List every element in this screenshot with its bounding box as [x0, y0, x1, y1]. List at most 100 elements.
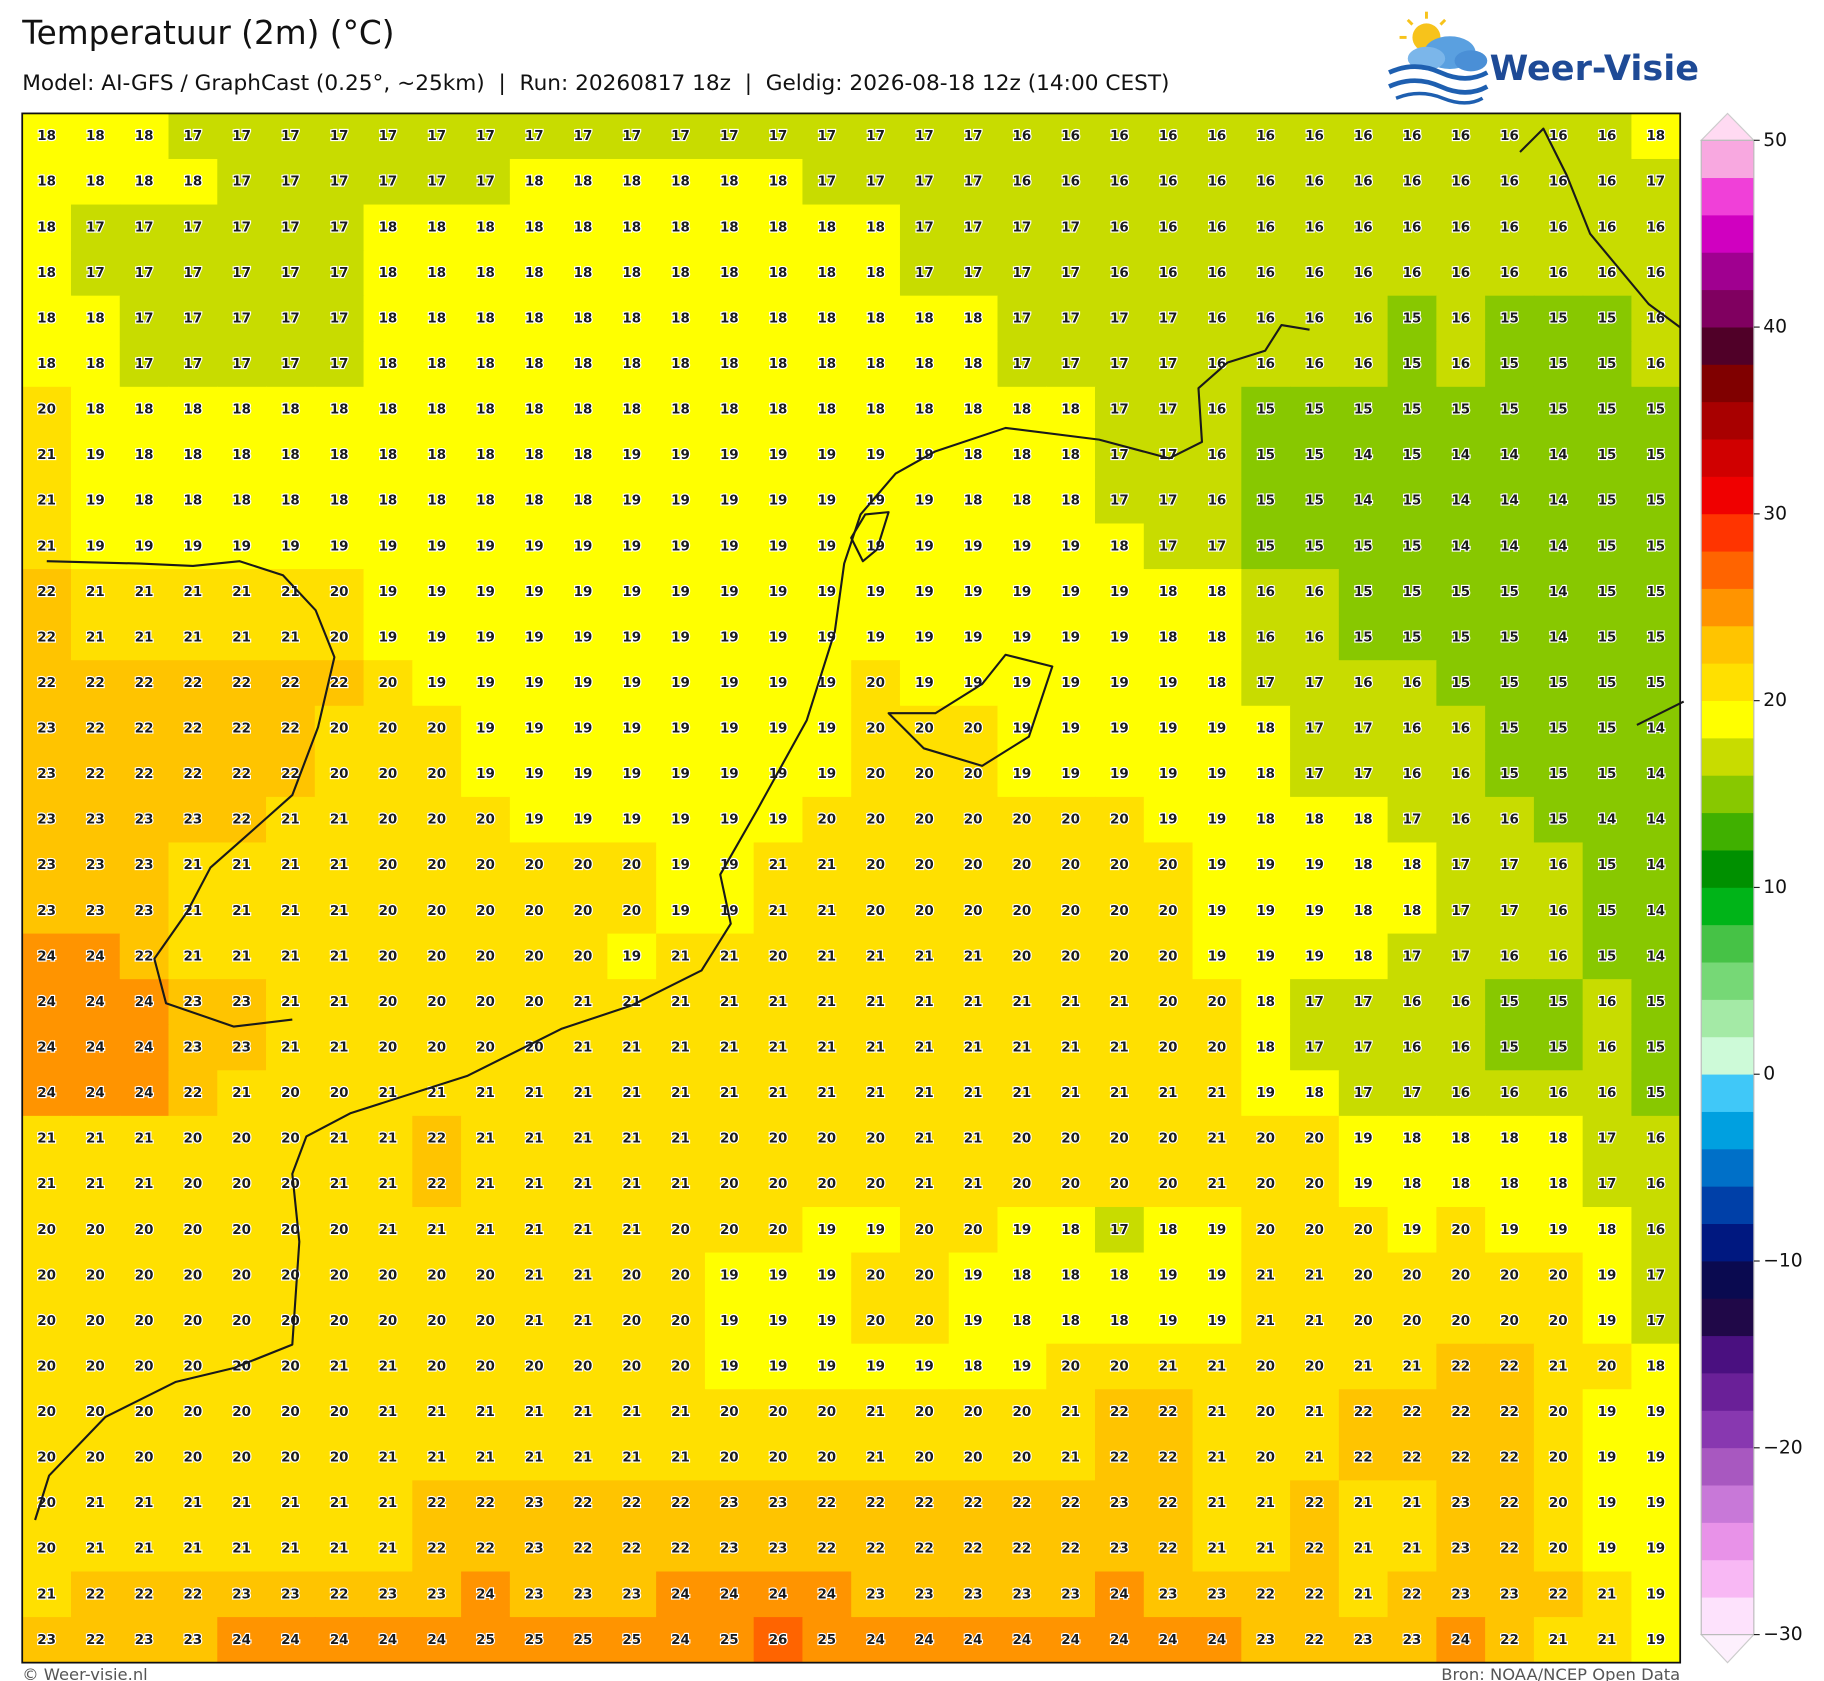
cell	[997, 386, 1047, 433]
cell-label: 20	[964, 722, 983, 737]
cell-label: 23	[135, 858, 154, 873]
cell-label: 24	[671, 1633, 690, 1648]
cell	[22, 1161, 72, 1208]
cell-label: 16	[1256, 220, 1275, 235]
cell	[1582, 796, 1633, 844]
cell-label: 16	[1256, 357, 1275, 372]
cell-label: 18	[525, 175, 544, 190]
cell-label: 18	[135, 448, 154, 463]
cell-label: 21	[135, 630, 154, 645]
cell-label: 19	[1159, 1268, 1178, 1283]
cell	[119, 341, 170, 388]
cell	[266, 250, 316, 297]
cell	[22, 1434, 72, 1481]
cell-label: 19	[964, 539, 983, 554]
cell-label: 21	[915, 1041, 934, 1056]
cell-label: 17	[1354, 1086, 1373, 1101]
cell-label: 14	[1451, 448, 1470, 463]
cell	[1290, 705, 1340, 752]
cell-label: 17	[330, 175, 349, 190]
cell	[997, 158, 1047, 206]
cell-label: 14	[1646, 767, 1665, 782]
cell	[1192, 1161, 1242, 1208]
cell-label: 19	[866, 448, 885, 463]
cell	[1485, 1298, 1535, 1345]
cell	[1631, 569, 1681, 616]
cell	[1436, 477, 1486, 525]
cell	[899, 660, 950, 707]
cell-label: 17	[817, 129, 836, 144]
cell-label: 23	[427, 1587, 446, 1602]
cell-label: 20	[1256, 1405, 1275, 1420]
cell	[509, 933, 560, 980]
cell	[1046, 751, 1096, 798]
cell	[1631, 614, 1681, 661]
cell-label: 21	[915, 1086, 934, 1101]
cell-label: 19	[1110, 676, 1129, 691]
cell	[1387, 1525, 1437, 1573]
cell	[461, 705, 511, 752]
cell	[851, 158, 901, 206]
cell	[1485, 204, 1535, 251]
cell	[266, 614, 316, 661]
cell-label: 20	[964, 1405, 983, 1420]
cell-label: 20	[964, 858, 983, 873]
cell-label: 20	[817, 1132, 836, 1147]
cell-label: 20	[86, 1405, 105, 1420]
cell-label: 19	[817, 494, 836, 509]
cell	[656, 1389, 706, 1436]
cell	[1387, 569, 1437, 616]
cell	[217, 1161, 267, 1208]
cell	[753, 432, 804, 479]
cell	[607, 751, 657, 798]
cell	[607, 1434, 657, 1481]
cell-label: 18	[1305, 1086, 1324, 1101]
cell-label: 18	[1646, 129, 1665, 144]
cell-label: 21	[574, 1041, 593, 1056]
cell	[1046, 1115, 1096, 1163]
cell	[704, 569, 755, 616]
cell	[704, 614, 755, 661]
cell	[509, 1115, 560, 1163]
cell-label: 18	[37, 220, 56, 235]
cell-label: 21	[817, 995, 836, 1010]
cell	[168, 158, 218, 206]
cell	[899, 477, 950, 525]
cell-label: 19	[622, 949, 641, 964]
cell	[461, 113, 511, 160]
cell-label: 19	[1598, 1496, 1617, 1511]
cell	[1338, 1115, 1389, 1163]
cell	[753, 1617, 804, 1664]
cell-label: 20	[1110, 1359, 1129, 1374]
cell	[461, 1571, 511, 1618]
cell-label: 15	[1451, 630, 1470, 645]
cell-label: 18	[1013, 1314, 1032, 1329]
cell	[607, 796, 657, 844]
cell-label: 19	[86, 448, 105, 463]
cell-label: 21	[1159, 1359, 1178, 1374]
cell	[314, 569, 365, 616]
cell	[1046, 1389, 1096, 1436]
cell-label: 14	[1451, 494, 1470, 509]
cell-label: 16	[1500, 1086, 1519, 1101]
cell	[656, 1298, 706, 1345]
cell-label: 20	[915, 858, 934, 873]
cell-label: 19	[720, 1359, 739, 1374]
cell-label: 19	[964, 630, 983, 645]
cell	[461, 1024, 511, 1071]
cell-label: 21	[1208, 1086, 1227, 1101]
cell	[704, 1434, 755, 1481]
cell-label: 19	[1208, 1268, 1227, 1283]
cell	[1631, 705, 1681, 752]
cell-label: 21	[769, 1041, 788, 1056]
cell	[558, 842, 608, 889]
cell	[1436, 979, 1486, 1026]
cell	[1046, 569, 1096, 616]
cell	[997, 796, 1047, 844]
cell	[1338, 1434, 1389, 1481]
cell-label: 23	[135, 904, 154, 919]
cell	[1533, 204, 1584, 251]
cell	[607, 295, 657, 342]
cell	[1241, 113, 1291, 160]
cell	[1192, 1252, 1242, 1299]
